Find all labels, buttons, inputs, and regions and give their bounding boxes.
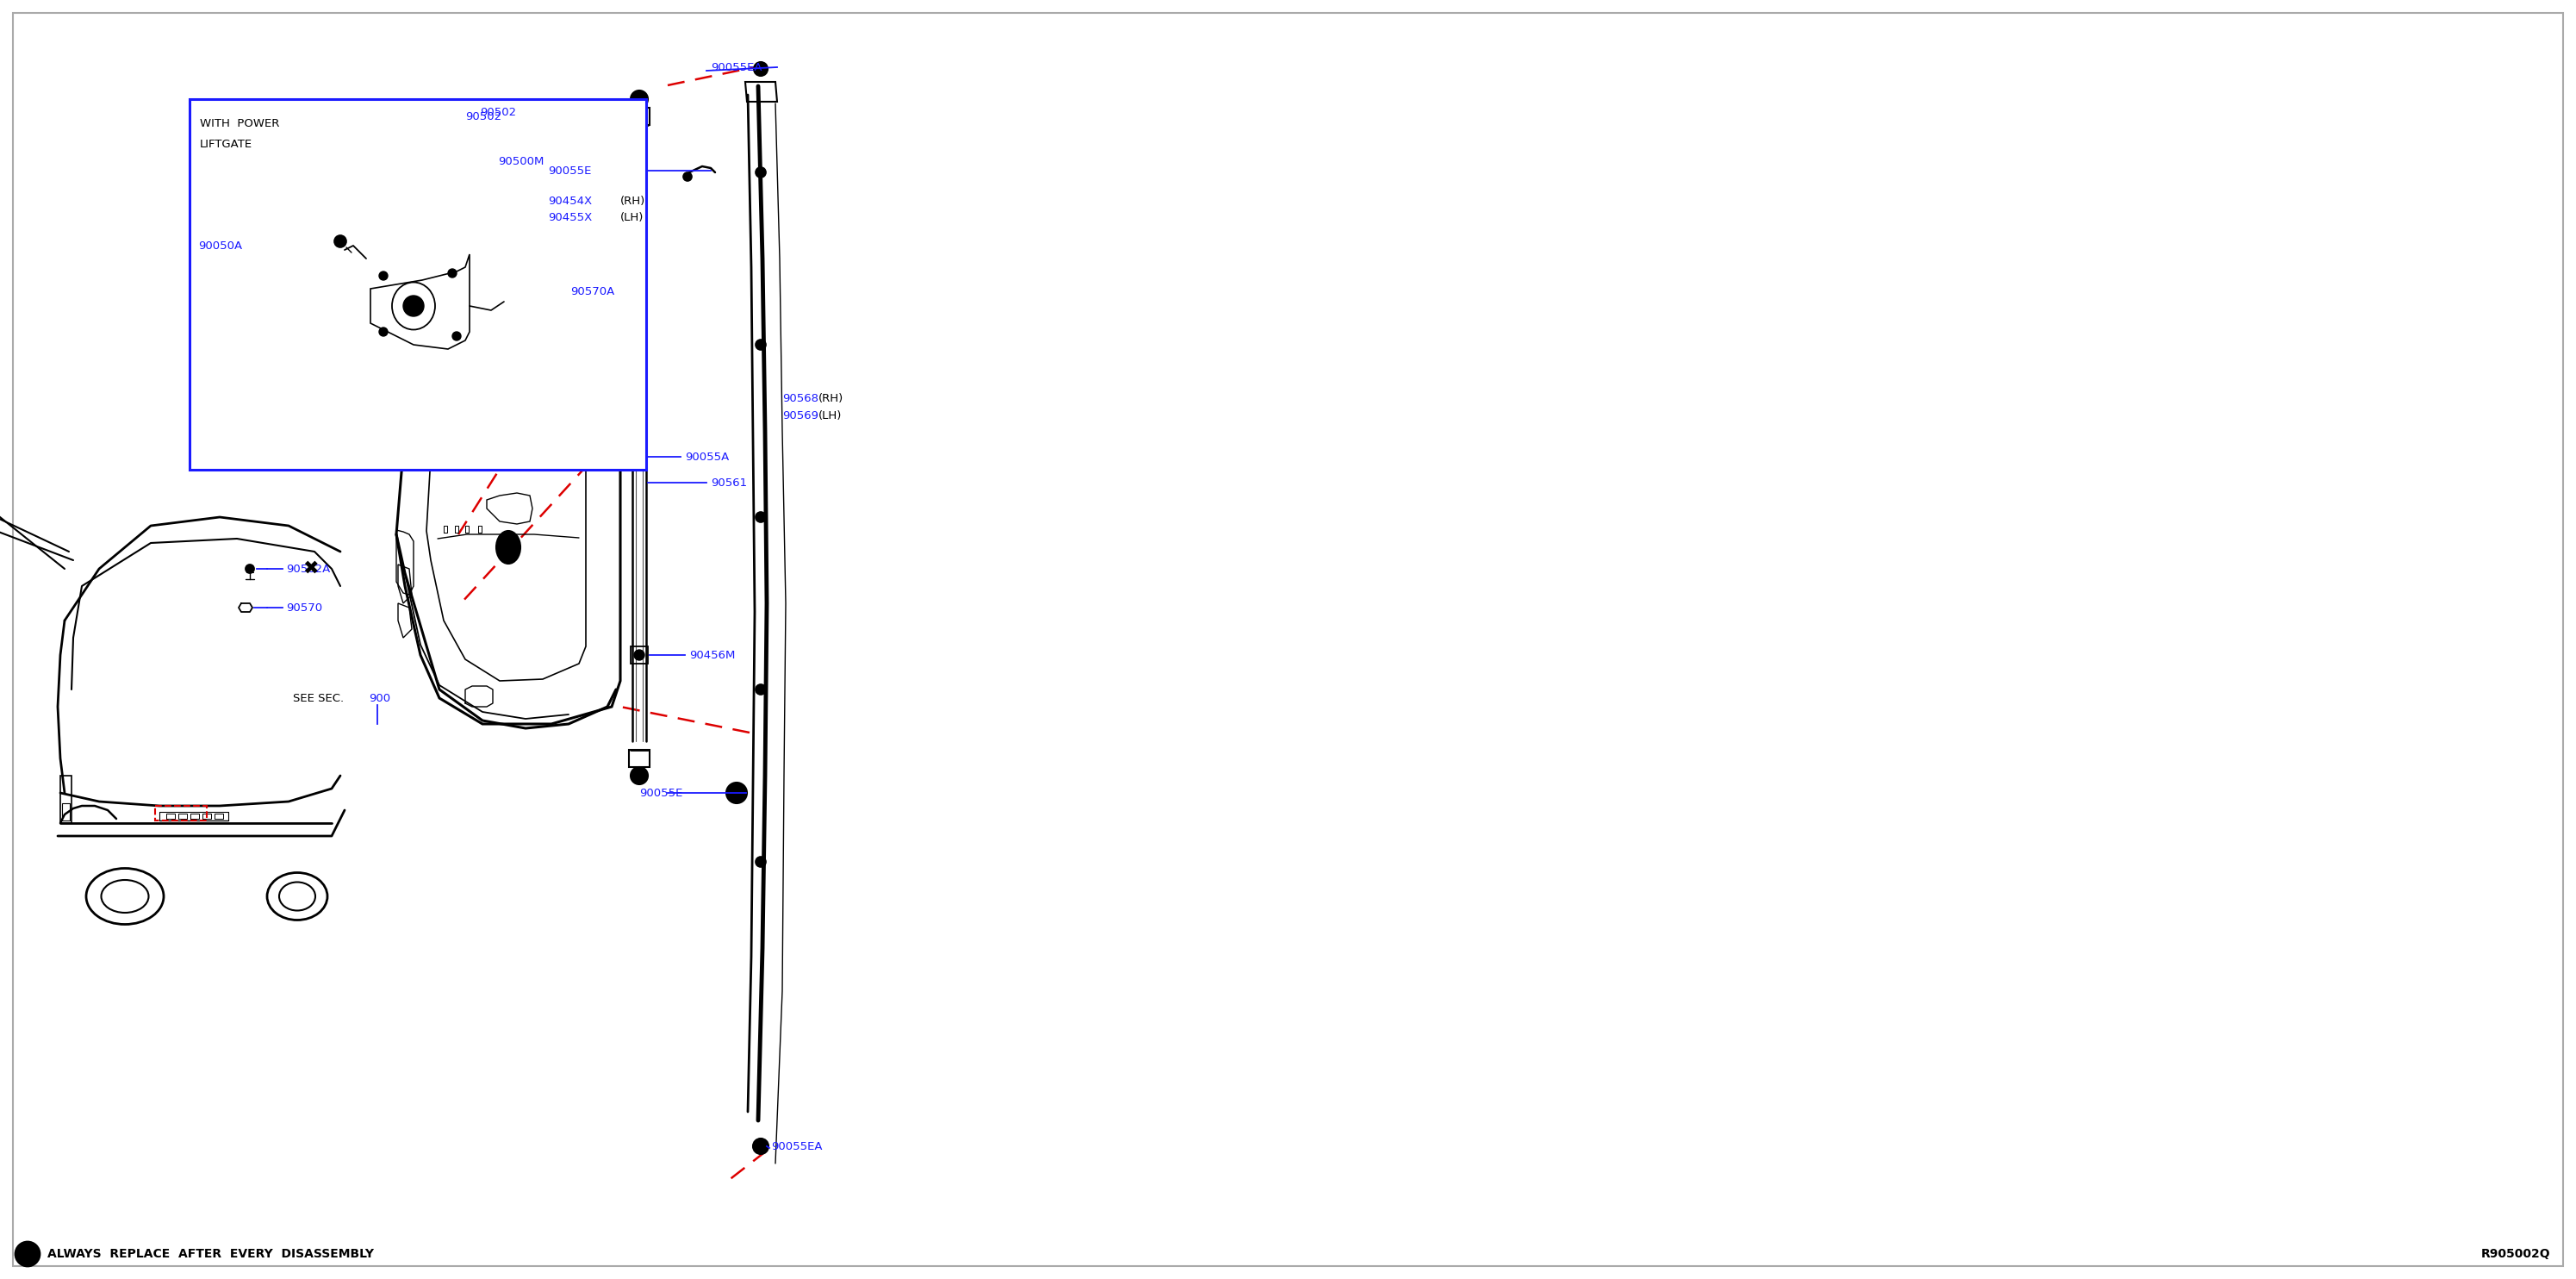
Circle shape bbox=[752, 1138, 768, 1154]
Text: ✖: ✖ bbox=[301, 560, 319, 577]
Circle shape bbox=[510, 366, 515, 372]
Circle shape bbox=[755, 339, 765, 350]
Text: 90050A: 90050A bbox=[198, 240, 242, 251]
Text: 90055EA: 90055EA bbox=[711, 61, 762, 73]
Circle shape bbox=[502, 294, 510, 303]
Circle shape bbox=[732, 788, 742, 798]
Circle shape bbox=[500, 538, 518, 556]
Circle shape bbox=[755, 684, 765, 694]
Text: 90055A: 90055A bbox=[685, 451, 729, 463]
Circle shape bbox=[755, 63, 768, 75]
Circle shape bbox=[582, 286, 595, 301]
Circle shape bbox=[448, 269, 456, 278]
Text: 90456M: 90456M bbox=[690, 650, 734, 661]
Text: 90570A: 90570A bbox=[569, 285, 616, 297]
Circle shape bbox=[335, 235, 345, 247]
Text: 90570: 90570 bbox=[286, 602, 322, 613]
Bar bbox=[191, 98, 647, 469]
Text: 90055E: 90055E bbox=[639, 788, 683, 798]
Circle shape bbox=[755, 857, 765, 867]
Circle shape bbox=[726, 783, 747, 803]
Circle shape bbox=[15, 1242, 39, 1266]
Text: R905002Q: R905002Q bbox=[2481, 1248, 2550, 1260]
Text: (RH): (RH) bbox=[819, 393, 845, 404]
Text: 90500M: 90500M bbox=[497, 156, 544, 166]
Circle shape bbox=[404, 295, 425, 316]
Ellipse shape bbox=[497, 531, 520, 564]
Text: SEE SEC.: SEE SEC. bbox=[294, 692, 343, 703]
Circle shape bbox=[631, 450, 647, 464]
Text: WITH  POWER: WITH POWER bbox=[201, 118, 278, 129]
Circle shape bbox=[683, 173, 693, 182]
Text: 90561: 90561 bbox=[711, 477, 747, 489]
Text: 90055EA: 90055EA bbox=[770, 1141, 822, 1152]
Circle shape bbox=[402, 110, 417, 123]
Text: ALWAYS  REPLACE  AFTER  EVERY  DISASSEMBLY: ALWAYS REPLACE AFTER EVERY DISASSEMBLY bbox=[46, 1248, 374, 1260]
Text: 90569: 90569 bbox=[783, 409, 819, 421]
Circle shape bbox=[526, 366, 533, 372]
Text: (LH): (LH) bbox=[819, 409, 842, 421]
Text: (RH): (RH) bbox=[621, 196, 647, 206]
Text: (LH): (LH) bbox=[621, 211, 644, 223]
Circle shape bbox=[379, 327, 389, 336]
Text: 90502A: 90502A bbox=[286, 563, 330, 574]
Circle shape bbox=[755, 168, 765, 178]
Circle shape bbox=[631, 91, 649, 107]
Bar bbox=[155, 806, 206, 821]
Text: 900: 900 bbox=[368, 692, 392, 703]
Circle shape bbox=[453, 331, 461, 340]
Circle shape bbox=[631, 767, 649, 784]
Text: 90502: 90502 bbox=[479, 106, 515, 118]
Circle shape bbox=[755, 512, 765, 522]
Circle shape bbox=[379, 271, 389, 280]
Circle shape bbox=[466, 366, 474, 372]
Text: ✕: ✕ bbox=[23, 1247, 33, 1261]
Text: 90502: 90502 bbox=[466, 111, 502, 122]
Circle shape bbox=[245, 564, 255, 573]
Text: 90455X: 90455X bbox=[549, 211, 592, 223]
Text: 90568: 90568 bbox=[783, 393, 819, 404]
Text: 90055E: 90055E bbox=[549, 165, 592, 177]
Circle shape bbox=[487, 366, 495, 372]
Text: LIFTGATE: LIFTGATE bbox=[201, 138, 252, 150]
Text: 90454X: 90454X bbox=[549, 196, 592, 206]
Circle shape bbox=[634, 650, 644, 660]
